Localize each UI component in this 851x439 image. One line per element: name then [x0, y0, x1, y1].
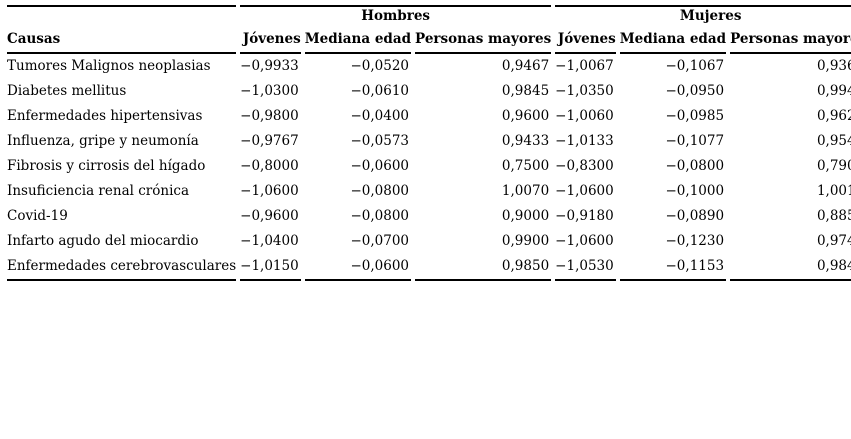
cell-value: 0,9620	[816, 107, 851, 124]
table-row: Influenza, gripe y neumonía −0,9767 −0,0…	[7, 129, 851, 154]
cell-value: 0,9600	[501, 107, 550, 124]
cell-value: −1,0600	[555, 232, 614, 249]
table-row: Enfermedades cerebrovasculares −1,0150 −…	[7, 254, 851, 281]
group-header-hombres: Hombres	[240, 5, 552, 27]
table-body: Tumores Malignos neoplasias −0,9933 −0,0…	[7, 54, 851, 281]
cell-value: −0,8000	[240, 157, 299, 174]
column-header-hombres-personas-mayores: Personas mayores	[415, 27, 552, 54]
cell-value: 0,9433	[501, 132, 550, 149]
row-label-causa: Fibrosis y cirrosis del hígado	[7, 157, 206, 174]
row-label-causa: Covid-19	[7, 207, 68, 224]
cell-value: −0,1000	[665, 182, 725, 199]
row-label-causa: Insuficiencia renal crónica	[7, 182, 189, 199]
cell-value: 0,9000	[501, 207, 550, 224]
cell-value: −1,0150	[240, 254, 301, 281]
cell-value: −0,0800	[350, 182, 410, 199]
cell-value: −0,9800	[240, 107, 299, 124]
column-header-mujeres-mediana-edad: Mediana edad	[619, 27, 727, 54]
column-header-causas: Causas	[7, 27, 237, 54]
table-row: Covid-19 −0,9600 −0,0800 0,9000 −0,9180 …	[7, 204, 851, 229]
cell-value: −1,0400	[240, 232, 299, 249]
cell-value: −0,9767	[240, 132, 299, 149]
cell-value: −0,0890	[665, 207, 725, 224]
cell-value: −0,9180	[555, 207, 614, 224]
row-label-causa: Infarto agudo del miocardio	[7, 232, 199, 249]
cell-value: −1,0350	[555, 82, 614, 99]
cell-value: 0,9467	[501, 57, 550, 74]
cell-value: 0,9940	[816, 82, 851, 99]
cell-value: −0,8300	[555, 157, 614, 174]
cell-value: 1,0010	[816, 182, 851, 199]
column-header-row: Causas Jóvenes Mediana edad Personas may…	[7, 27, 851, 54]
row-label-causa: Enfermedades hipertensivas	[7, 107, 203, 124]
cell-value: −0,0985	[665, 107, 725, 124]
cell-value: −0,0610	[350, 82, 410, 99]
group-header-row: Hombres Mujeres	[7, 5, 851, 27]
cell-value: 0,7500	[501, 157, 550, 174]
cell-value: −0,0400	[350, 107, 410, 124]
row-label-causa: Diabetes mellitus	[7, 82, 127, 99]
table-row: Diabetes mellitus −1,0300 −0,0610 0,9845…	[7, 79, 851, 104]
cell-value: 0,9740	[816, 232, 851, 249]
cell-value: −1,0600	[555, 182, 614, 199]
column-header-mujeres-personas-mayores: Personas mayores	[730, 27, 851, 54]
cell-value: 0,9367	[816, 57, 851, 74]
table-row: Fibrosis y cirrosis del hígado −0,8000 −…	[7, 154, 851, 179]
cell-value: 0,7900	[816, 157, 851, 174]
cell-value: −0,0800	[665, 157, 725, 174]
cell-value: −0,1077	[665, 132, 725, 149]
cell-value: 1,0070	[501, 182, 550, 199]
cell-value: −0,9933	[240, 57, 299, 74]
cell-value: −1,0530	[555, 254, 616, 281]
cell-value: −1,0060	[555, 107, 614, 124]
column-header-mujeres-jovenes: Jóvenes	[555, 27, 616, 54]
row-label-causa: Influenza, gripe y neumonía	[7, 132, 199, 149]
table-row: Enfermedades hipertensivas −0,9800 −0,04…	[7, 104, 851, 129]
cell-value: −0,1153	[619, 254, 727, 281]
cell-value: −0,0600	[304, 254, 412, 281]
cell-value: 0,9840	[730, 254, 851, 281]
cell-value: 0,8855	[816, 207, 851, 224]
cell-value: −1,0300	[240, 82, 299, 99]
cell-value: −1,0600	[240, 182, 299, 199]
cell-value: −0,0800	[350, 207, 410, 224]
cell-value: 0,9900	[501, 232, 550, 249]
cell-value: 0,9845	[501, 82, 550, 99]
table-row: Tumores Malignos neoplasias −0,9933 −0,0…	[7, 54, 851, 79]
causes-mortality-table: Hombres Mujeres Causas Jóvenes Mediana e…	[3, 5, 851, 281]
cell-value: −0,0950	[665, 82, 725, 99]
cell-value: −0,1067	[665, 57, 725, 74]
cell-value: −0,0600	[350, 157, 410, 174]
cell-value: −1,0133	[555, 132, 614, 149]
cell-value: −0,9600	[240, 207, 299, 224]
group-header-spacer	[7, 5, 237, 27]
cell-value: −0,0520	[350, 57, 410, 74]
group-header-mujeres: Mujeres	[555, 5, 851, 27]
row-label-causa: Enfermedades cerebrovasculares	[7, 254, 237, 281]
cell-value: −0,0700	[350, 232, 410, 249]
cell-value: −1,0067	[555, 57, 614, 74]
column-header-hombres-jovenes: Jóvenes	[240, 27, 301, 54]
table-row: Infarto agudo del miocardio −1,0400 −0,0…	[7, 229, 851, 254]
cell-value: 0,9543	[816, 132, 851, 149]
cell-value: 0,9850	[415, 254, 552, 281]
cell-value: −0,0573	[350, 132, 410, 149]
table-row: Insuficiencia renal crónica −1,0600 −0,0…	[7, 179, 851, 204]
row-label-causa: Tumores Malignos neoplasias	[7, 57, 211, 74]
column-header-hombres-mediana-edad: Mediana edad	[304, 27, 412, 54]
cell-value: −0,1230	[665, 232, 725, 249]
